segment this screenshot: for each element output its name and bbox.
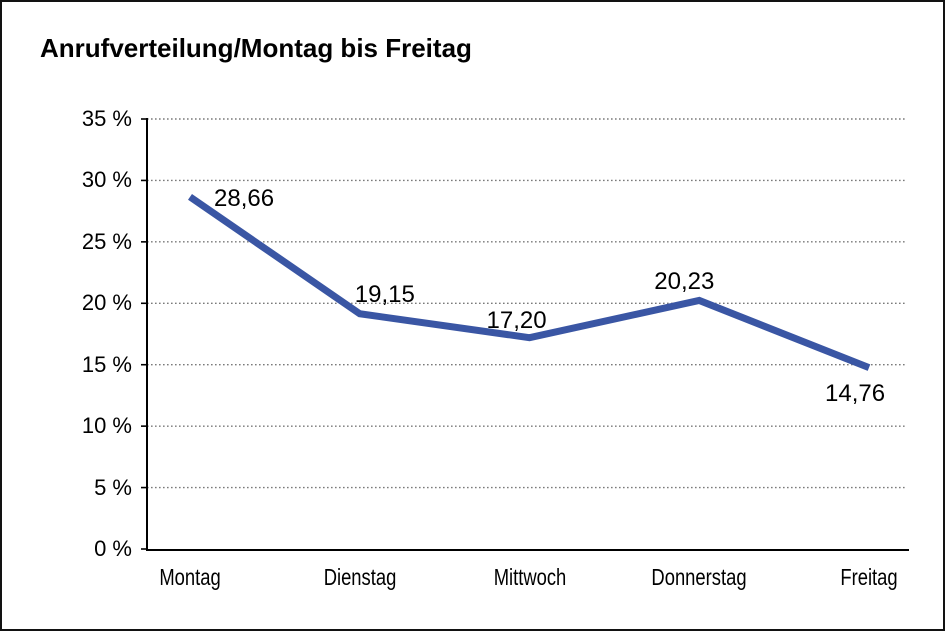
chart-title: Anrufverteilung/Montag bis Freitag xyxy=(40,33,472,63)
y-tick-label: 35 % xyxy=(81,106,132,131)
data-point-label: 20,23 xyxy=(654,268,715,296)
x-category-label: Montag xyxy=(159,564,221,590)
x-category-label: Dienstag xyxy=(323,564,397,590)
y-tick-label: 30 % xyxy=(81,167,132,193)
y-tick-label: 5 % xyxy=(94,474,132,500)
x-category-label: Mittwoch xyxy=(493,564,566,590)
y-tick-label: 25 % xyxy=(81,228,132,254)
y-tick-label: 10 % xyxy=(81,413,132,439)
data-point-label: 28,66 xyxy=(214,184,275,212)
data-point-label: 14,76 xyxy=(825,379,886,407)
x-category-label: Freitag xyxy=(840,564,898,590)
data-point-label: 19,15 xyxy=(354,280,415,308)
y-tick-label: 20 % xyxy=(81,290,132,316)
y-tick-label: 0 % xyxy=(94,536,132,561)
x-category-label: Donnerstag xyxy=(651,564,747,590)
data-line xyxy=(188,194,871,371)
y-tick-label: 15 % xyxy=(81,351,132,377)
data-point-label: 17,20 xyxy=(486,306,547,334)
